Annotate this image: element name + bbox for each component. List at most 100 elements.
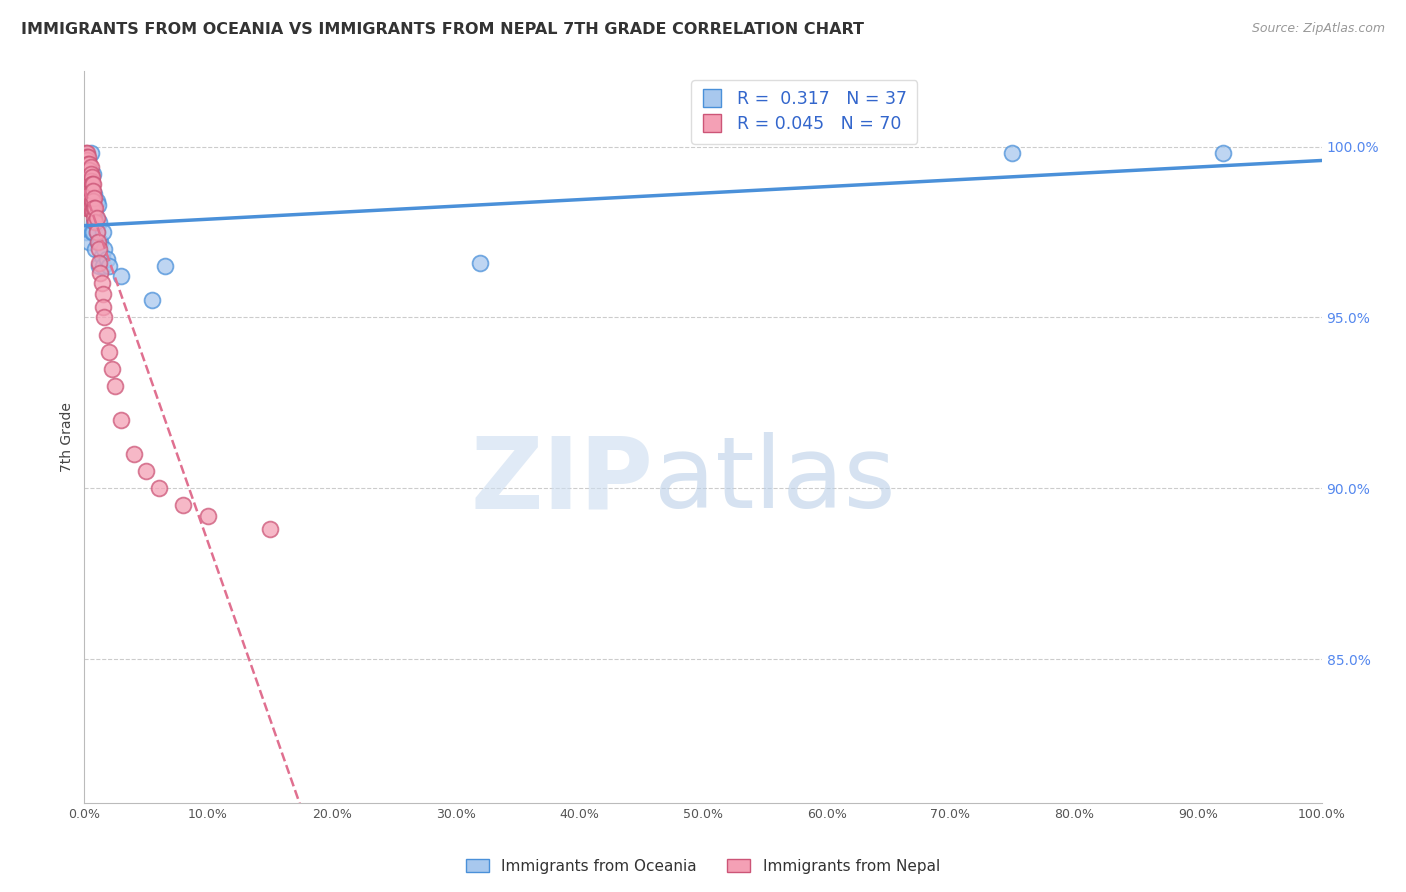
Point (77, 156, 100, 170)
Point (110, 413, 132, 427)
Point (87, 197, 110, 211)
Point (77, 191, 100, 205)
Point (80, 194, 103, 209)
Point (86, 194, 108, 209)
Point (135, 464, 157, 478)
Point (93, 310, 115, 325)
Legend: Immigrants from Oceania, Immigrants from Nepal: Immigrants from Oceania, Immigrants from… (460, 853, 946, 880)
Point (79, 163, 101, 178)
Text: IMMIGRANTS FROM OCEANIA VS IMMIGRANTS FROM NEPAL 7TH GRADE CORRELATION CHART: IMMIGRANTS FROM OCEANIA VS IMMIGRANTS FR… (21, 22, 865, 37)
Point (90, 249, 112, 263)
Point (79, 160, 101, 174)
Point (82, 194, 104, 209)
Point (87, 235, 110, 250)
Point (75, 146, 97, 161)
Point (76, 174, 98, 188)
Point (87, 235, 110, 250)
Point (75, 153, 97, 168)
Point (96, 327, 118, 342)
Point (153, 259, 176, 273)
Point (82, 194, 104, 209)
Point (77, 191, 100, 205)
Point (90, 277, 112, 291)
Point (89, 242, 111, 256)
Point (79, 191, 101, 205)
Point (1212, 146, 1234, 161)
Point (76, 194, 98, 209)
Point (91, 286, 114, 301)
Point (79, 235, 101, 250)
Point (84, 242, 107, 256)
Point (76, 153, 98, 168)
Point (86, 225, 108, 239)
Text: ZIP: ZIP (471, 433, 654, 530)
Point (89, 215, 111, 229)
Point (75, 150, 97, 164)
Point (79, 187, 101, 202)
Point (100, 361, 122, 376)
Point (75, 160, 97, 174)
Point (148, 481, 170, 495)
Point (79, 163, 101, 178)
Point (83, 201, 105, 215)
Point (93, 242, 115, 256)
Point (82, 204, 104, 219)
Point (79, 174, 101, 188)
Point (104, 379, 127, 393)
Y-axis label: 7th Grade: 7th Grade (60, 402, 75, 472)
Point (79, 177, 101, 191)
Point (77, 153, 100, 168)
Point (86, 225, 108, 239)
Point (98, 259, 121, 273)
Point (172, 499, 194, 513)
Point (84, 215, 107, 229)
Point (76, 150, 98, 164)
Point (77, 177, 100, 191)
Point (79, 174, 101, 188)
Point (75, 225, 97, 239)
Point (259, 522, 281, 536)
Point (77, 184, 100, 198)
Point (76, 187, 98, 202)
Point (76, 180, 98, 194)
Point (77, 201, 100, 215)
Point (91, 259, 114, 273)
Point (83, 187, 105, 202)
Point (76, 146, 98, 161)
Text: Source: ZipAtlas.com: Source: ZipAtlas.com (1251, 22, 1385, 36)
Point (83, 215, 105, 229)
Point (84, 201, 107, 215)
Point (110, 269, 132, 284)
Point (86, 211, 108, 226)
Point (76, 201, 98, 215)
Text: atlas: atlas (654, 433, 896, 530)
Point (83, 191, 105, 205)
Point (77, 150, 100, 164)
Point (79, 180, 101, 194)
Point (77, 170, 100, 185)
Point (98, 344, 121, 359)
Point (89, 259, 111, 273)
Point (83, 211, 105, 226)
Point (76, 167, 98, 181)
Point (96, 252, 118, 267)
Point (79, 194, 101, 209)
Point (122, 447, 145, 461)
Point (79, 167, 101, 181)
Point (80, 177, 103, 191)
Point (80, 191, 103, 205)
Point (89, 235, 111, 250)
Point (82, 177, 104, 191)
Point (91, 225, 114, 239)
Legend: R =  0.317   N = 37, R = 0.045   N = 70: R = 0.317 N = 37, R = 0.045 N = 70 (692, 80, 917, 144)
Point (82, 167, 104, 181)
Point (89, 266, 111, 280)
Point (76, 180, 98, 194)
Point (80, 184, 103, 198)
Point (197, 508, 219, 523)
Point (77, 163, 100, 178)
Point (141, 293, 163, 308)
Point (75, 167, 97, 181)
Point (89, 256, 111, 270)
Point (80, 170, 103, 185)
